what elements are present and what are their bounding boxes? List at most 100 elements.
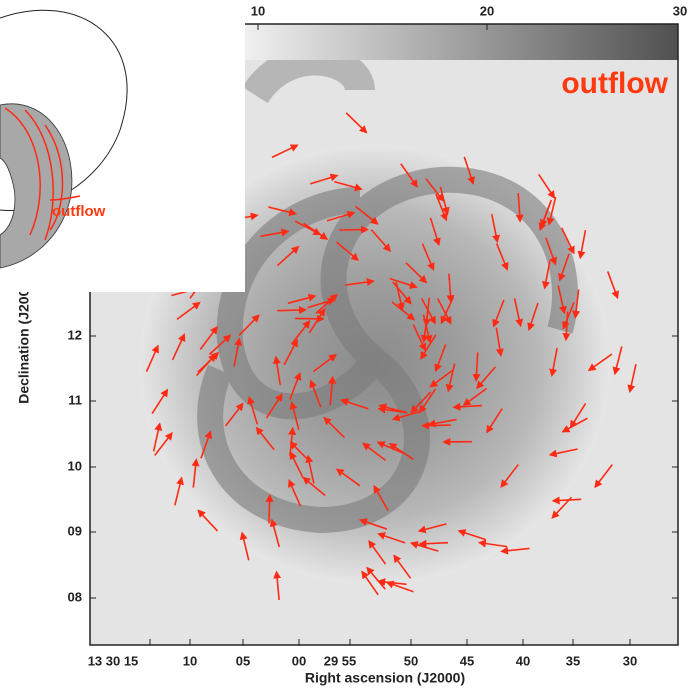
polarization-arrow bbox=[558, 253, 570, 282]
polarization-arrow bbox=[176, 301, 201, 321]
polarization-arrow bbox=[492, 299, 505, 328]
polarization-arrow bbox=[377, 578, 407, 587]
polarization-arrow bbox=[268, 206, 298, 217]
polarization-arrow bbox=[606, 271, 619, 300]
polarization-arrow bbox=[417, 523, 447, 534]
polarization-arrow bbox=[208, 334, 232, 355]
polarization-arrow bbox=[391, 301, 416, 321]
polarization-arrow bbox=[445, 363, 456, 393]
polarization-arrow bbox=[265, 393, 283, 419]
colorbar-label: 10 bbox=[251, 3, 265, 18]
y-axis-label: Declination (J2000) bbox=[16, 276, 32, 404]
polarization-arrow bbox=[361, 570, 379, 596]
polarization-arrow bbox=[273, 570, 282, 600]
x-tick-label: 35 bbox=[566, 653, 580, 668]
polarization-arrow bbox=[410, 391, 432, 414]
polarization-arrow bbox=[191, 458, 200, 488]
polarization-arrow bbox=[385, 580, 414, 593]
polarization-arrow bbox=[490, 214, 500, 244]
polarization-arrow bbox=[457, 529, 486, 541]
polarization-arrow bbox=[277, 306, 308, 315]
polarization-arrow bbox=[195, 353, 217, 377]
frame bbox=[89, 23, 679, 646]
polarization-arrow bbox=[289, 401, 300, 431]
polarization-arrow bbox=[500, 546, 530, 555]
polarization-arrow bbox=[495, 327, 504, 357]
polarization-arrow bbox=[418, 539, 449, 548]
polarization-arrow bbox=[145, 344, 159, 372]
x-tick-label: 45 bbox=[460, 653, 474, 668]
polarization-arrow bbox=[495, 243, 509, 271]
polarization-arrow bbox=[389, 277, 418, 289]
polarization-arrow bbox=[500, 463, 519, 488]
polarization-arrow bbox=[562, 311, 571, 342]
polarization-arrow bbox=[420, 334, 437, 360]
polarization-arrow bbox=[238, 314, 260, 336]
inset-pointer bbox=[49, 195, 81, 201]
polarization-arrow bbox=[359, 518, 388, 530]
polarization-arrow bbox=[151, 388, 169, 414]
polarization-arrow bbox=[549, 347, 558, 378]
polarization-arrow bbox=[366, 566, 386, 590]
polarization-arrow bbox=[174, 476, 184, 506]
x-tick-label: 29 55 bbox=[324, 653, 357, 668]
polarization-arrow bbox=[334, 180, 363, 192]
x-tick-label: 13 30 15 bbox=[88, 653, 139, 668]
polarization-arrow bbox=[560, 227, 575, 255]
polarization-arrow bbox=[412, 324, 427, 352]
polarization-arrow bbox=[315, 293, 338, 315]
polarization-arrow bbox=[548, 448, 578, 458]
inset-outflow-label: outflow bbox=[52, 203, 106, 220]
polarization-arrow bbox=[308, 308, 326, 334]
polarization-arrow bbox=[594, 464, 613, 489]
polarization-arrow bbox=[612, 346, 623, 376]
polarization-arrow bbox=[368, 539, 387, 565]
polarization-arrow bbox=[288, 479, 302, 507]
polarization-arrow bbox=[335, 241, 360, 261]
polarization-arrow bbox=[276, 245, 300, 267]
polarization-arrow bbox=[436, 298, 452, 325]
polarization-arrow bbox=[362, 442, 387, 462]
polarization-arrow bbox=[328, 375, 337, 406]
polarization-arrow bbox=[425, 178, 445, 202]
polarization-arrow bbox=[309, 379, 322, 408]
polarization-arrow bbox=[527, 302, 539, 332]
polarization-arrow bbox=[378, 403, 408, 414]
polarization-arrow bbox=[269, 518, 281, 548]
polarization-arrow bbox=[513, 298, 524, 328]
polarization-arrow bbox=[171, 333, 186, 361]
y-tick-label: 08 bbox=[68, 589, 82, 604]
polarization-arrow bbox=[420, 298, 436, 325]
polarization-arrow bbox=[197, 509, 219, 532]
polarization-arrow bbox=[345, 278, 375, 286]
colorbar-label: 20 bbox=[480, 3, 494, 18]
x-tick-label: 05 bbox=[236, 653, 250, 668]
y-tick-label: 12 bbox=[68, 327, 82, 342]
polarization-arrow bbox=[271, 144, 299, 159]
polarization-arrow bbox=[340, 398, 369, 410]
polarization-arrow bbox=[477, 539, 508, 548]
x-tick-label: 30 bbox=[623, 653, 637, 668]
polarization-arrow bbox=[420, 313, 429, 343]
polarization-arrow bbox=[255, 426, 275, 451]
companion bbox=[242, 45, 375, 104]
polarization-arrow bbox=[388, 442, 414, 461]
polarization-arrow bbox=[154, 431, 173, 456]
polarization-arrow bbox=[572, 289, 581, 319]
polarization-arrow bbox=[569, 403, 587, 429]
inset: outflow bbox=[0, 0, 245, 292]
polarization-arrow bbox=[400, 163, 418, 188]
polarization-arrow bbox=[538, 173, 556, 200]
polarization-arrow bbox=[291, 320, 311, 344]
polarization-arrow bbox=[199, 325, 219, 350]
polarization-arrow bbox=[373, 484, 389, 511]
polarization-arrow bbox=[152, 422, 163, 452]
polarization-arrow bbox=[472, 352, 481, 382]
polarization-arrow bbox=[302, 476, 326, 497]
polarization-arrow bbox=[247, 395, 259, 425]
polarization-arrow bbox=[377, 532, 406, 544]
polarization-arrow bbox=[355, 205, 379, 225]
polarization-arrow bbox=[562, 301, 575, 330]
polarization-arrow bbox=[434, 344, 447, 373]
polarization-arrow bbox=[515, 193, 524, 223]
